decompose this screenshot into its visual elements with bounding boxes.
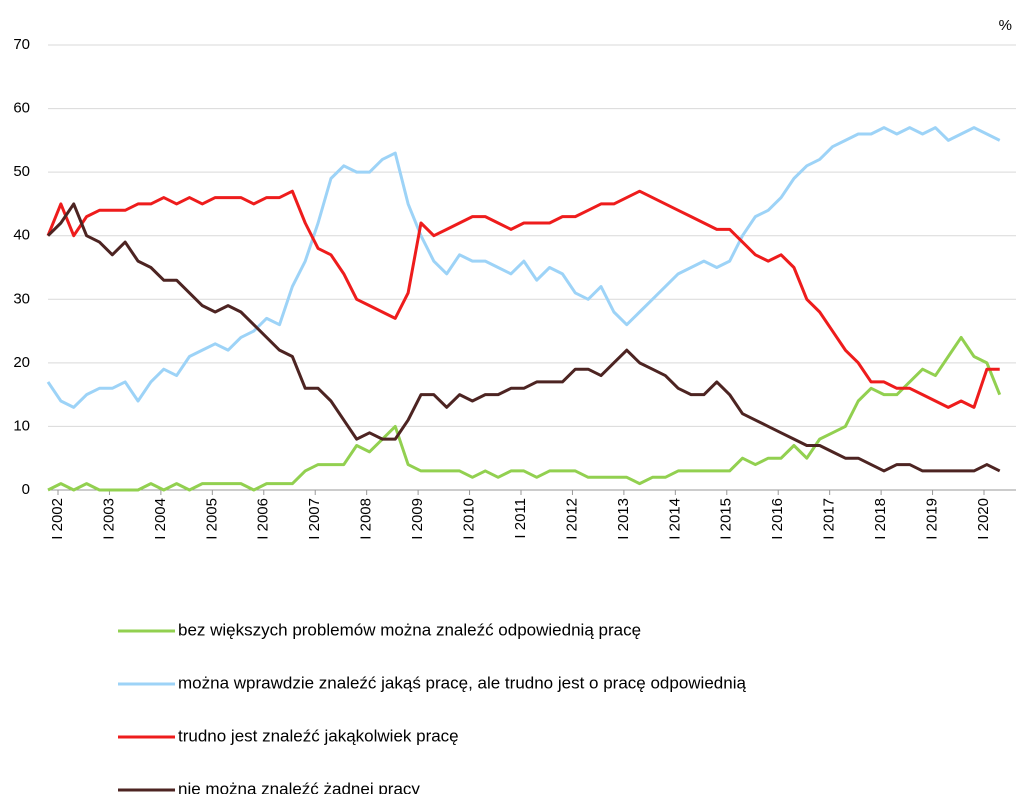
x-tick-label: I 2011 (512, 498, 529, 539)
x-tick-label: I 2019 (924, 498, 941, 540)
y-tick-label: 10 (13, 417, 30, 434)
y-tick-label: 70 (13, 36, 30, 53)
x-tick-label: I 2017 (821, 498, 838, 540)
line-series (46, 126, 1001, 409)
x-tick-label: I 2008 (358, 498, 375, 540)
legend-label: trudno jest znaleźć jakąkolwiek pracę (178, 726, 459, 745)
x-tick-label: I 2007 (306, 498, 323, 540)
y-tick-label: 40 (13, 227, 30, 244)
legend-label: można wprawdzie znaleźć jakąś pracę, ale… (178, 673, 746, 692)
line-series (46, 202, 1001, 473)
x-tick-label: I 2004 (152, 498, 169, 540)
y-tick-label: 20 (13, 354, 30, 371)
y-tick-label: 0 (22, 481, 30, 498)
x-tick-label: I 2010 (461, 498, 478, 540)
x-tick-label: I 2012 (563, 498, 580, 540)
legend-label: nie można znaleźć żadnej pracy (178, 779, 420, 794)
y-unit: % (999, 17, 1012, 34)
y-tick-label: 60 (13, 100, 30, 117)
x-tick-label: I 2006 (255, 498, 272, 540)
line-series (47, 335, 1002, 492)
x-tick-label: I 2013 (615, 498, 632, 540)
x-tick-label: I 2002 (49, 498, 66, 540)
y-tick-label: 50 (13, 163, 30, 180)
x-tick-label: I 2018 (872, 498, 889, 540)
line-series (46, 189, 1000, 409)
x-tick-label: I 2014 (666, 498, 683, 540)
y-tick-label: 30 (13, 290, 30, 307)
x-tick-label: I 2009 (409, 498, 426, 540)
x-tick-label: I 2015 (718, 498, 735, 540)
legend-label: bez większych problemów można znaleźć od… (178, 620, 641, 639)
x-tick-label: I 2016 (769, 498, 786, 540)
x-tick-label: I 2005 (203, 498, 220, 540)
x-tick-label: I 2020 (975, 498, 992, 540)
x-tick-label: I 2003 (100, 498, 117, 540)
